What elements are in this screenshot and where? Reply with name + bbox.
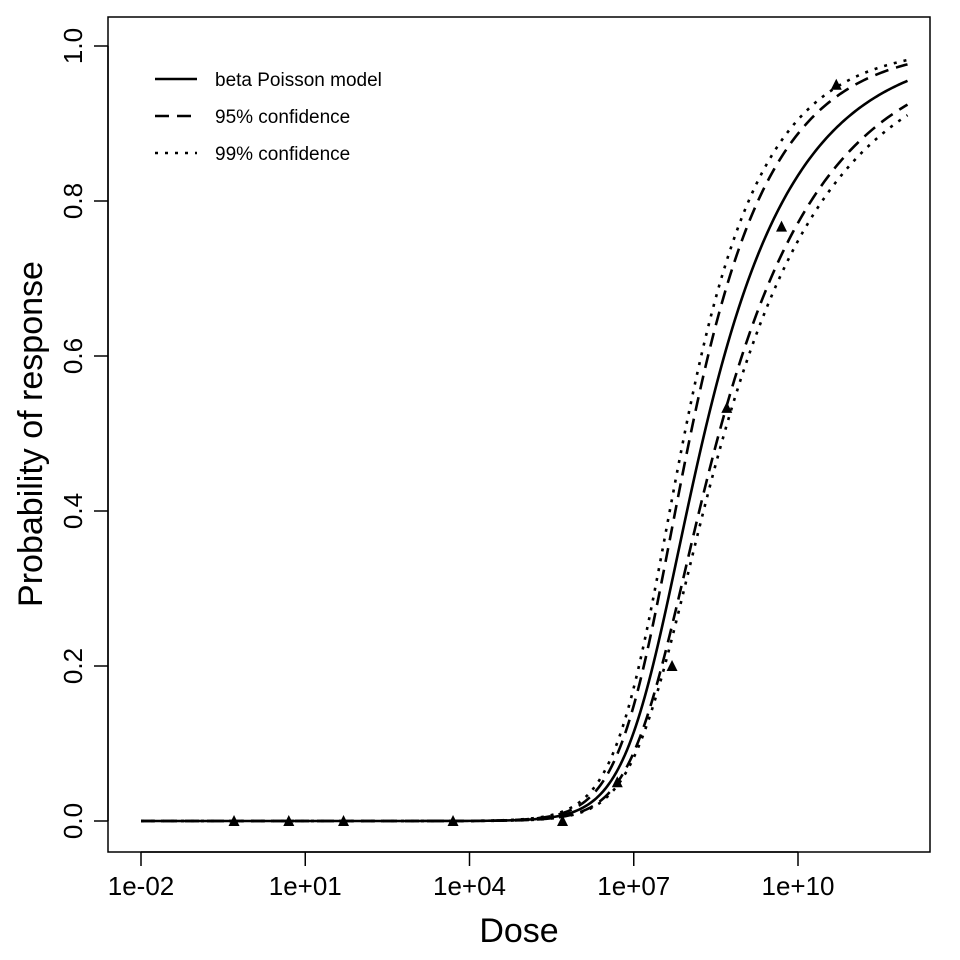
x-tick-label: 1e-02 <box>108 871 175 901</box>
x-tick-label: 1e+01 <box>269 871 342 901</box>
y-axis: 0.0 0.2 0.4 0.6 0.8 1.0 <box>58 28 109 839</box>
x-axis-title: Dose <box>479 912 558 950</box>
y-tick-label: 0.0 <box>58 803 88 839</box>
observed-point <box>776 220 788 232</box>
legend-label: 99% confidence <box>215 144 350 165</box>
99-confidence-lower-curve <box>141 114 909 823</box>
observed-point <box>830 78 842 90</box>
95-confidence-upper-curve <box>141 63 908 823</box>
observed-point <box>447 815 459 826</box>
y-tick-label: 0.2 <box>58 648 88 684</box>
observed-point <box>338 815 350 826</box>
y-tick-label: 0.4 <box>58 493 88 529</box>
x-tick-label: 1e+10 <box>761 871 834 901</box>
plot-frame <box>107 16 931 853</box>
y-tick-label: 0.8 <box>58 183 88 219</box>
observed-point <box>721 401 733 413</box>
y-tick-label: 1.0 <box>58 28 88 64</box>
99-confidence-upper-curve <box>141 58 908 823</box>
y-axis-title: Probability of response <box>12 261 50 607</box>
95-confidence-lower-curve <box>141 103 909 823</box>
x-axis: 1e-02 1e+01 1e+04 1e+07 1e+10 <box>108 851 835 901</box>
beta-poisson-model-curve <box>141 79 909 823</box>
observed-point <box>283 815 295 826</box>
x-tick-label: 1e+07 <box>597 871 670 901</box>
x-tick-label: 1e+04 <box>433 871 506 901</box>
observed-point <box>228 815 240 826</box>
observed-point <box>611 776 623 788</box>
legend-label: 95% confidence <box>215 107 350 128</box>
observed-point <box>666 660 678 671</box>
curves <box>141 58 909 823</box>
legend-label: beta Poisson model <box>215 70 382 91</box>
legend: beta Poisson model 95% confidence 99% conf… <box>155 70 382 165</box>
y-tick-label: 0.6 <box>58 338 88 374</box>
observed-point <box>557 815 569 826</box>
observed-points <box>228 78 842 826</box>
